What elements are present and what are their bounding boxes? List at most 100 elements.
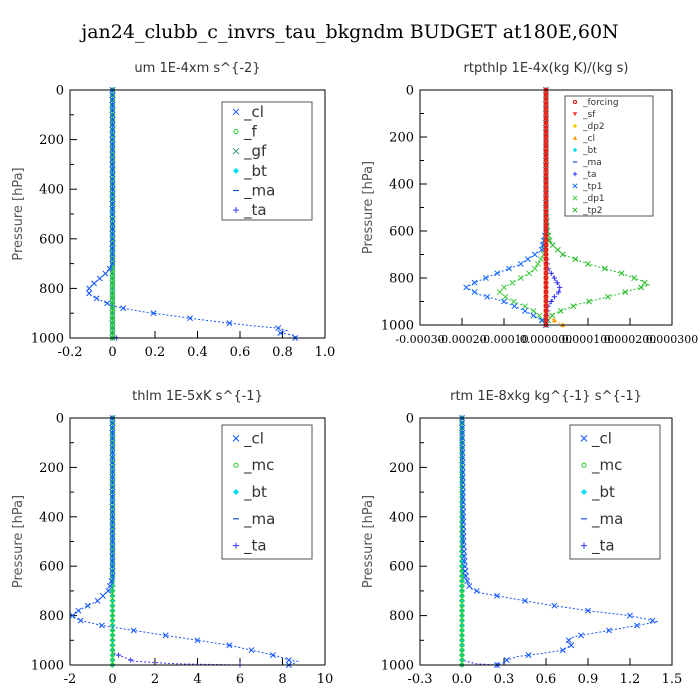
panel-title: um 1E-4xm s^{-2} [134, 61, 260, 76]
data-point [110, 266, 115, 271]
y-axis-label: Pressure [hPa] [11, 167, 26, 260]
data-point [536, 312, 543, 319]
legend-label: _gf [243, 142, 267, 161]
y-tick-label: 600 [389, 560, 414, 575]
data-point [109, 503, 116, 510]
data-point [109, 573, 116, 580]
data-point [110, 117, 115, 123]
data-point [578, 632, 584, 639]
data-point [459, 603, 465, 609]
data-point [459, 444, 466, 451]
legend-marker [572, 195, 578, 201]
data-point [110, 479, 115, 485]
y-tick-label: 600 [39, 232, 64, 247]
data-point [459, 499, 466, 505]
data-point [109, 603, 116, 609]
data-point [543, 266, 549, 271]
data-point [459, 623, 465, 628]
data-point [459, 598, 465, 604]
data-point [459, 489, 466, 496]
y-tick-label: 200 [39, 133, 64, 148]
series-line [461, 417, 659, 666]
x-tick-label: 8 [278, 672, 286, 687]
data-point [543, 238, 549, 243]
data-point [91, 280, 98, 287]
data-point [543, 111, 549, 116]
data-point [109, 106, 116, 113]
data-point [509, 279, 516, 286]
data-point [109, 136, 116, 143]
data-point [130, 627, 137, 634]
data-point [459, 504, 465, 510]
legend-label: _bt [591, 483, 615, 502]
data-point [110, 241, 115, 247]
data-point [109, 434, 116, 441]
chart-rtm-budget: rtm 1E-8xkg kg^{-1} s^{-1} Pressure [hPa]… [361, 389, 682, 687]
x-tick-label: 10 [317, 672, 334, 687]
legend-marker [233, 489, 239, 495]
data-point [522, 597, 528, 604]
data-point [631, 275, 638, 281]
data-point [110, 598, 115, 604]
series-ta [459, 415, 500, 668]
legend-label: _mc [591, 456, 622, 475]
x-tick-label: 0.000100 [562, 333, 615, 346]
data-point [604, 293, 611, 300]
legend-marker [580, 435, 588, 442]
y-tick-label: 400 [39, 510, 64, 525]
legend-entry: _ta [233, 537, 267, 556]
data-point [110, 593, 115, 599]
data-point [109, 533, 116, 540]
x-tick-label: 0.9 [578, 672, 599, 687]
data-point [109, 131, 116, 138]
data-point [461, 553, 468, 560]
data-point [494, 592, 500, 599]
data-point [84, 602, 91, 609]
data-point [526, 270, 533, 277]
data-point [459, 652, 465, 658]
data-point [109, 270, 116, 277]
data-point [106, 265, 113, 272]
data-point [459, 445, 465, 450]
chart-um-budget: um 1E-4xm s^{-2} Pressure [hPa] 0 200 400 600… [11, 61, 335, 360]
data-point [543, 186, 549, 192]
data-point [618, 270, 625, 277]
data-point [463, 284, 470, 291]
x-tick-label: 0.4 [187, 345, 208, 360]
data-point [460, 518, 467, 525]
data-point [77, 617, 84, 624]
legend-marker [572, 207, 578, 213]
y-tick-label: 0 [56, 412, 64, 427]
data-point [551, 317, 557, 323]
data-point [459, 494, 466, 500]
data-point [75, 607, 82, 614]
legend-marker [581, 489, 587, 495]
legend-marker [232, 108, 240, 116]
legend-marker [572, 147, 578, 153]
legend-entry: _mc [233, 456, 274, 475]
data-point [86, 290, 93, 297]
data-point [543, 308, 549, 314]
data-point [110, 315, 115, 321]
data-point [459, 489, 465, 495]
legend-label: _ma [591, 510, 623, 529]
data-point [543, 200, 549, 206]
data-point [109, 116, 116, 123]
legend-marker [572, 135, 578, 140]
legend-label: _ma [243, 182, 275, 201]
y-tick-label: 1000 [381, 319, 414, 334]
data-point [109, 230, 116, 237]
data-point [110, 196, 115, 202]
data-point [109, 518, 116, 525]
x-tick-label: -0.2 [57, 345, 82, 360]
data-point [110, 172, 115, 177]
legend-marker [572, 99, 578, 105]
data-point [530, 307, 537, 314]
legend-label: _bt [243, 483, 267, 502]
data-point [638, 284, 644, 291]
legend-entry: _tp2 [572, 206, 602, 216]
data-point [543, 167, 549, 173]
data-point [462, 573, 469, 580]
data-point [110, 652, 115, 658]
data-point [110, 445, 115, 450]
